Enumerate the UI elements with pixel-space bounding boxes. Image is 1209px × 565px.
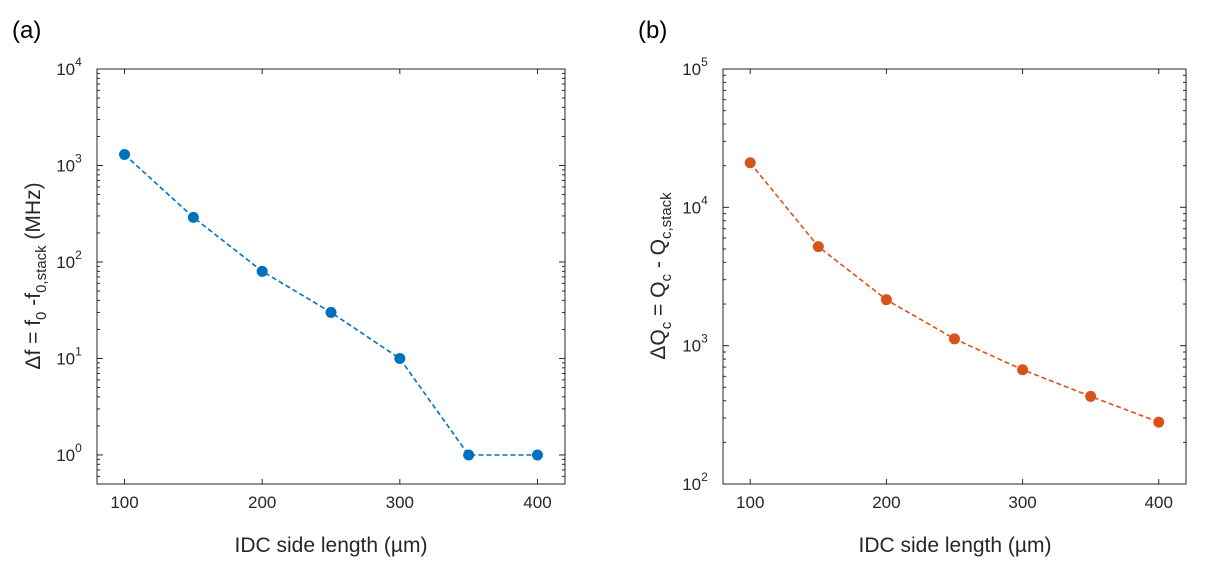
data-point (531, 449, 543, 461)
y-tick-label: 103 (682, 332, 708, 356)
panel-b-series-line (749, 162, 1160, 423)
y-tick-label: 100 (56, 441, 82, 465)
panel-a-x-tick-labels: 100 200 300 400 (110, 493, 551, 512)
data-point (1017, 364, 1029, 376)
x-tick-label: 100 (736, 493, 764, 512)
y-tick-label: 103 (56, 151, 82, 175)
panel-a-x-label: IDC side length (µm) (235, 534, 428, 557)
y-tick-label: 104 (682, 193, 708, 217)
panel-a: (a) 100 200 300 400 100 101 102 103 104 IDC sid… (12, 17, 566, 557)
data-point (325, 306, 337, 318)
panel-b-ticks (723, 68, 1186, 485)
y-tick-label: 101 (56, 344, 82, 368)
panel-b-y-tick-labels: 102 103 104 105 (682, 55, 708, 494)
x-tick-label: 200 (248, 493, 276, 512)
data-point (812, 241, 824, 253)
y-tick-label: 102 (56, 248, 82, 272)
x-tick-label: 100 (110, 493, 138, 512)
panel-b-x-tick-labels: 100 200 300 400 (736, 493, 1173, 512)
panel-a-ticks (97, 68, 565, 484)
data-point (1085, 390, 1097, 402)
data-point (949, 333, 960, 345)
data-point (256, 265, 268, 277)
x-tick-label: 300 (1008, 493, 1036, 512)
panel-a-axes (96, 68, 566, 485)
panel-b: (b) 100 200 300 400 102 103 104 105 IDC side l… (638, 17, 1187, 557)
data-point (119, 148, 131, 160)
data-point (1153, 416, 1165, 428)
panel-b-label: (b) (638, 17, 667, 44)
data-point (187, 211, 199, 223)
panel-a-points (119, 148, 543, 461)
panel-b-y-label: ΔQc = Qc - Qc,stack (647, 192, 675, 360)
x-tick-label: 200 (872, 493, 900, 512)
y-tick-label: 104 (56, 55, 82, 79)
panel-b-axes (722, 68, 1187, 485)
data-point (880, 294, 892, 306)
panel-b-x-label: IDC side length (µm) (859, 534, 1052, 557)
x-tick-label: 400 (1145, 493, 1173, 512)
y-tick-label: 102 (682, 470, 708, 494)
y-tick-label: 105 (682, 55, 708, 79)
x-tick-label: 300 (386, 493, 414, 512)
panel-a-label: (a) (12, 17, 41, 44)
panel-a-y-tick-labels: 100 101 102 103 104 (56, 55, 82, 465)
data-point (463, 449, 475, 461)
panel-a-y-label: Δf = f0 -f0,stack (MHz) (22, 182, 50, 369)
x-tick-label: 400 (523, 493, 551, 512)
panel-b-points (744, 157, 1165, 428)
panel-a-series-line (123, 153, 538, 456)
data-point (744, 157, 756, 169)
data-point (394, 352, 406, 364)
